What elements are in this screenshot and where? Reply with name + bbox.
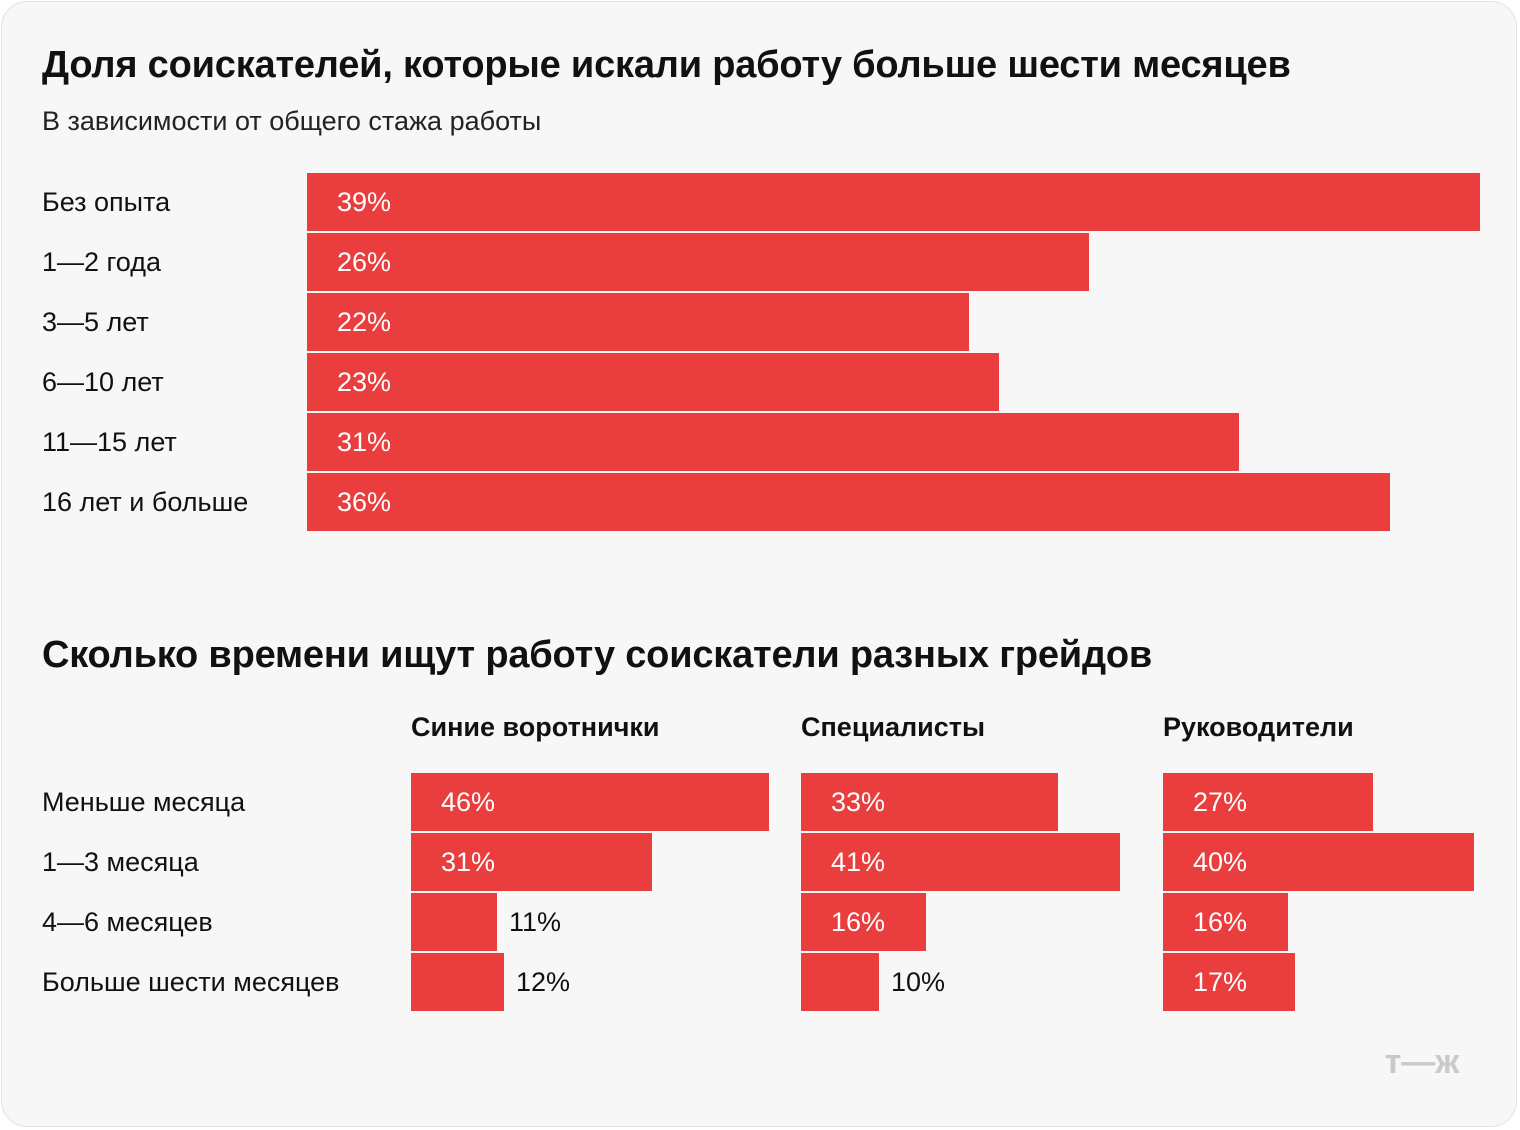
- bar: [411, 773, 769, 831]
- data-label: 23%: [337, 367, 392, 397]
- data-label: 31%: [337, 427, 392, 457]
- bar: [307, 293, 969, 351]
- category-label: 3—5 лет: [42, 307, 149, 337]
- bar: [307, 353, 999, 411]
- bar: [801, 893, 926, 951]
- data-label: 33%: [831, 787, 886, 817]
- bar: [411, 893, 497, 951]
- chart-title-grades: Сколько времени ищут работу соискатели р…: [42, 634, 1153, 676]
- bar: [801, 773, 1058, 831]
- data-label: 41%: [831, 847, 886, 877]
- data-label: 27%: [1193, 787, 1248, 817]
- series-header: Синие воротнички: [411, 712, 660, 742]
- chart-title-experience: Доля соискателей, которые искали работу …: [42, 44, 1291, 86]
- data-label: 36%: [337, 487, 392, 517]
- bar: [801, 953, 879, 1011]
- bar: [1163, 893, 1288, 951]
- data-label: 10%: [891, 967, 946, 997]
- bar: [411, 833, 652, 891]
- data-label: 12%: [516, 967, 571, 997]
- data-label: 16%: [1193, 907, 1248, 937]
- data-label: 22%: [337, 307, 392, 337]
- category-label: 4—6 месяцев: [42, 907, 213, 937]
- bar: [1163, 833, 1474, 891]
- series-header: Руководители: [1163, 712, 1354, 742]
- bar: [1163, 953, 1295, 1011]
- data-label: 17%: [1193, 967, 1248, 997]
- tzh-logo-icon: т—ж: [1385, 1043, 1461, 1081]
- data-label: 40%: [1193, 847, 1248, 877]
- logo-text: т—ж: [1385, 1043, 1461, 1081]
- bar: [307, 173, 1480, 231]
- category-label: 1—2 года: [42, 247, 161, 277]
- data-label: 46%: [441, 787, 496, 817]
- category-label: 11—15 лет: [42, 427, 177, 457]
- category-label: Меньше месяца: [42, 787, 246, 817]
- chart-subtitle-experience: В зависимости от общего стажа работы: [42, 106, 542, 136]
- bar: [1163, 773, 1373, 831]
- bar: [411, 953, 504, 1011]
- category-label: 16 лет и больше: [42, 487, 249, 517]
- data-label: 26%: [337, 247, 392, 277]
- bar: [307, 473, 1390, 531]
- category-label: 6—10 лет: [42, 367, 164, 397]
- category-label: 1—3 месяца: [42, 847, 199, 877]
- bar: [801, 833, 1120, 891]
- bar: [307, 233, 1089, 291]
- data-label: 11%: [509, 907, 562, 937]
- data-label: 39%: [337, 187, 392, 217]
- category-label: Без опыта: [42, 187, 171, 217]
- bar: [307, 413, 1239, 471]
- data-label: 31%: [441, 847, 496, 877]
- series-header: Специалисты: [801, 712, 986, 742]
- data-label: 16%: [831, 907, 886, 937]
- category-label: Больше шести месяцев: [42, 967, 340, 997]
